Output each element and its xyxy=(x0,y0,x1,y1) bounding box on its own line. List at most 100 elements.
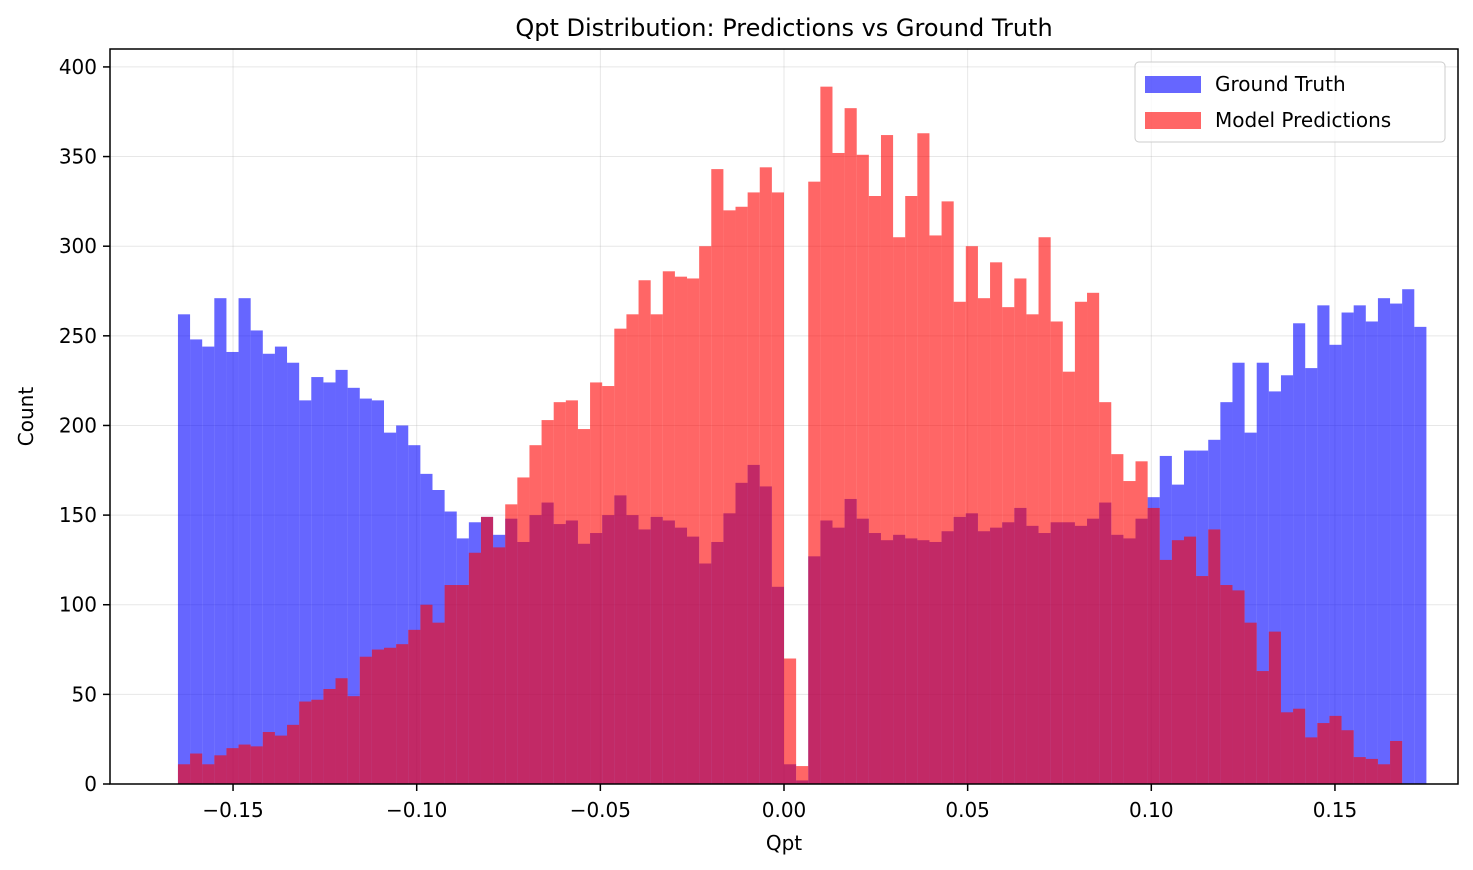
chart-title: Qpt Distribution: Predictions vs Ground … xyxy=(515,14,1052,42)
histogram-bar xyxy=(1135,461,1148,784)
histogram-bar xyxy=(432,622,445,784)
histogram-bar xyxy=(1026,314,1039,784)
legend-swatch xyxy=(1145,112,1201,129)
histogram-bar xyxy=(1087,292,1100,784)
histogram-bar xyxy=(1183,536,1197,784)
histogram-bar xyxy=(820,86,833,784)
histogram-bar xyxy=(311,377,324,784)
histogram-bar xyxy=(1111,454,1124,784)
histogram-bar xyxy=(917,133,930,784)
histogram-bar xyxy=(480,516,494,784)
histogram-bar xyxy=(747,192,760,785)
histogram-bar xyxy=(1159,559,1172,784)
histogram-bar xyxy=(1341,730,1354,784)
histogram-bar xyxy=(505,504,518,784)
histogram-bar xyxy=(250,330,263,784)
histogram-bar xyxy=(1377,298,1391,784)
histogram-bar xyxy=(262,732,275,784)
histogram-bar xyxy=(190,339,203,784)
histogram-bar xyxy=(1002,307,1015,784)
x-tick-label: 0.05 xyxy=(945,798,990,822)
histogram-bar xyxy=(1268,631,1281,784)
histogram-bar xyxy=(1123,481,1136,784)
x-tick-label: −0.10 xyxy=(386,798,447,822)
x-tick-label: 0.00 xyxy=(762,798,807,822)
histogram-bar xyxy=(1208,529,1221,784)
histogram-bar xyxy=(893,237,906,785)
histogram-bar xyxy=(299,400,312,784)
histogram-bar xyxy=(602,386,615,784)
y-tick-label: 200 xyxy=(59,413,97,437)
histogram-bar xyxy=(868,196,881,784)
histogram-bar xyxy=(614,328,627,784)
histogram-bar xyxy=(771,192,784,785)
histogram-bar xyxy=(1317,305,1330,784)
histogram-bar xyxy=(1329,344,1342,784)
y-tick-label: 400 xyxy=(59,55,97,79)
histogram-bar xyxy=(529,445,542,784)
histogram-bar xyxy=(1220,585,1233,784)
histogram-bar xyxy=(468,552,481,784)
histogram-bar xyxy=(359,656,372,784)
histogram-bar xyxy=(650,314,663,784)
histogram-bar xyxy=(965,246,978,784)
histogram-bar xyxy=(1365,321,1378,784)
histogram-bar xyxy=(517,477,530,784)
histogram-bar xyxy=(456,585,469,784)
histogram-bar xyxy=(1280,375,1294,784)
histogram-bar xyxy=(626,314,639,784)
histogram-bar xyxy=(1390,740,1403,784)
histogram-bar xyxy=(1402,289,1415,784)
histogram-bar xyxy=(662,271,675,784)
x-tick-label: 0.10 xyxy=(1129,798,1174,822)
y-tick-label: 0 xyxy=(84,772,97,796)
histogram-bar xyxy=(1377,764,1391,784)
histogram-bar xyxy=(711,169,724,785)
histogram-bar xyxy=(880,135,894,785)
x-axis-title: Qpt xyxy=(766,831,802,855)
histogram-bar xyxy=(808,181,821,784)
histogram-bar xyxy=(1038,237,1051,785)
histogram-bar xyxy=(347,387,360,784)
histogram-bar xyxy=(1390,303,1403,784)
histogram-bar xyxy=(323,382,336,784)
legend-label: Model Predictions xyxy=(1215,108,1391,132)
x-axis: −0.15 −0.10 −0.05 0.00 0.05 0.10 0.15 xyxy=(202,784,1357,822)
histogram-bar xyxy=(699,246,712,784)
histogram-bar xyxy=(238,298,251,784)
histogram-bar xyxy=(1232,590,1245,784)
y-tick-label: 100 xyxy=(59,593,97,617)
x-tick-label: 0.15 xyxy=(1313,798,1358,822)
histogram-bar xyxy=(1353,305,1366,784)
histogram-bar xyxy=(1365,758,1378,784)
series-model-predictions xyxy=(177,86,1403,785)
histogram-bar xyxy=(929,235,942,784)
histogram-bar xyxy=(832,152,845,785)
histogram-bar xyxy=(687,278,700,784)
histogram-bar xyxy=(759,167,772,784)
histogram-bar xyxy=(953,301,966,784)
histogram-bar xyxy=(723,210,736,785)
histogram-bar xyxy=(226,748,239,784)
histogram-bar xyxy=(1050,321,1063,784)
legend-label: Ground Truth xyxy=(1215,72,1346,96)
histogram-bar xyxy=(287,724,300,784)
y-tick-label: 150 xyxy=(59,503,97,527)
histogram-bar xyxy=(238,744,251,784)
histogram-bar xyxy=(674,276,688,784)
histogram-bar xyxy=(638,280,651,784)
histogram-bar xyxy=(274,735,288,784)
histogram-bar xyxy=(590,382,603,784)
histogram-bar xyxy=(1353,757,1366,784)
histogram-bar xyxy=(796,766,809,784)
histogram-bar xyxy=(577,429,591,784)
legend-box xyxy=(1134,61,1446,143)
histogram-bar xyxy=(856,154,869,784)
histogram-bar xyxy=(177,764,191,784)
histogram-bar xyxy=(941,201,954,784)
histogram-bar xyxy=(1293,708,1306,784)
histogram-bar xyxy=(1341,312,1354,784)
y-axis: 0 50 100 150 200 250 300 350 400 xyxy=(59,55,110,796)
histogram-bar xyxy=(371,649,385,784)
